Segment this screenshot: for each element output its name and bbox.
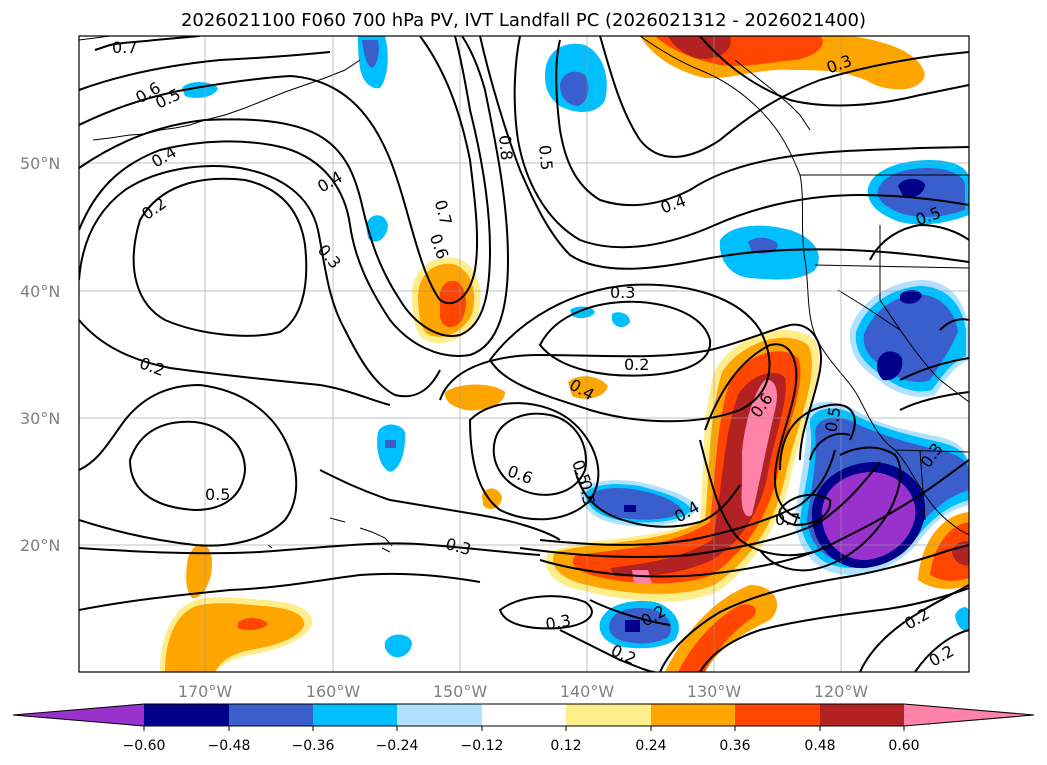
colorbar-tick: −0.48	[208, 738, 251, 754]
negative-top-center-mid	[560, 71, 589, 106]
colorbar-segment	[735, 704, 820, 726]
colorbar-segment	[651, 704, 735, 726]
negative-bottom-blob-mid	[609, 608, 672, 644]
lat-label-30n: 30°N	[20, 409, 60, 428]
positive-bottom-left-red	[238, 618, 268, 631]
colorbar-tick: 0.36	[719, 738, 750, 754]
lat-label-20n: 20°N	[20, 536, 60, 555]
negative-bottom-small	[384, 634, 412, 658]
colorbar-tick: 0.24	[635, 738, 666, 754]
colorbar-segment	[820, 704, 904, 726]
colorbar-tick: −0.24	[376, 738, 419, 754]
negative-mid-small-b-mid	[385, 440, 396, 448]
colorbar-segment	[482, 704, 566, 726]
lon-label-170w: 170°W	[178, 682, 233, 701]
positive-small-c	[482, 488, 502, 510]
positive-right-edge-red	[930, 522, 969, 581]
negative-mid-small-c	[570, 306, 595, 319]
positive-stalk	[186, 543, 213, 599]
positive-small-b	[568, 376, 608, 399]
colorbar-segment	[229, 704, 313, 726]
map-title: 2026021100 F060 700 hPa PV, IVT Landfall…	[180, 10, 867, 31]
negative-right-bottom	[955, 607, 969, 632]
colorbar-tick: −0.60	[123, 738, 166, 754]
lon-label-150w: 150°W	[433, 682, 488, 701]
colorbar-tick: −0.12	[461, 738, 504, 754]
map-panel: 0.7 0.6 0.5 0.4 0.2 0.4 0.3 0.8 0.5 0.7 …	[78, 35, 970, 673]
positive-bottom-left-orange	[165, 603, 305, 672]
colorbar-segment	[313, 704, 397, 726]
contour-label: 0.3	[544, 611, 572, 634]
negative-coast-navy	[877, 351, 903, 381]
negative-top-alaska-mid	[362, 40, 379, 68]
contour-label: 0.7	[775, 510, 800, 529]
negative-mid-small	[366, 215, 388, 242]
positive-band-dark-red	[610, 372, 786, 577]
negative-nw-coast-mid	[748, 237, 778, 254]
contour-label: 0.5	[205, 485, 230, 504]
colorbar-segment	[566, 704, 651, 726]
lat-label-50n: 50°N	[20, 154, 60, 173]
lat-label-40n: 40°N	[20, 282, 60, 301]
latitude-labels: 50°N 40°N 30°N 20°N	[20, 154, 60, 555]
colorbar-tick: 0.60	[888, 738, 919, 754]
contour-label: 0.3	[610, 283, 635, 302]
contour-label: 0.5	[535, 144, 556, 171]
negative-ne-navy	[898, 178, 925, 198]
colorbar-extend-low	[13, 704, 144, 726]
lon-label-120w: 120°W	[814, 682, 869, 701]
lon-label-140w: 140°W	[560, 682, 615, 701]
colorbar-tick: 0.12	[550, 738, 581, 754]
colorbar: −0.60 −0.48 −0.36 −0.24 −0.12 0.12 0.24 …	[12, 703, 1035, 754]
lon-label-130w: 130°W	[687, 682, 742, 701]
contours	[79, 36, 969, 672]
colorbar-tick: 0.48	[804, 738, 835, 754]
negative-center-blob-mid	[590, 488, 683, 520]
lon-label-160w: 160°W	[306, 682, 361, 701]
colorbar-segment	[397, 704, 482, 726]
negative-bottom-blob-navy	[625, 620, 640, 632]
negative-coast-navy-b	[900, 289, 922, 304]
contour-label: 0.5	[821, 405, 844, 433]
colorbar-segment	[144, 704, 229, 726]
positive-bottom-center-red	[678, 604, 756, 672]
longitude-labels: 170°W 160°W 150°W 140°W 130°W 120°W	[178, 682, 869, 701]
contour-label: 0.2	[624, 355, 649, 374]
negative-mid-small-b	[377, 424, 406, 472]
negative-mid-small-d	[612, 312, 630, 328]
negative-center-blob-navy	[624, 505, 636, 512]
positive-band-pink	[741, 379, 777, 517]
colorbar-tick: −0.36	[292, 738, 335, 754]
contour-label: 0.8	[495, 134, 516, 161]
contour-label: 0.5	[575, 478, 598, 506]
colorbar-extend-high	[904, 704, 1034, 726]
contour-label: 0.7	[112, 38, 137, 57]
